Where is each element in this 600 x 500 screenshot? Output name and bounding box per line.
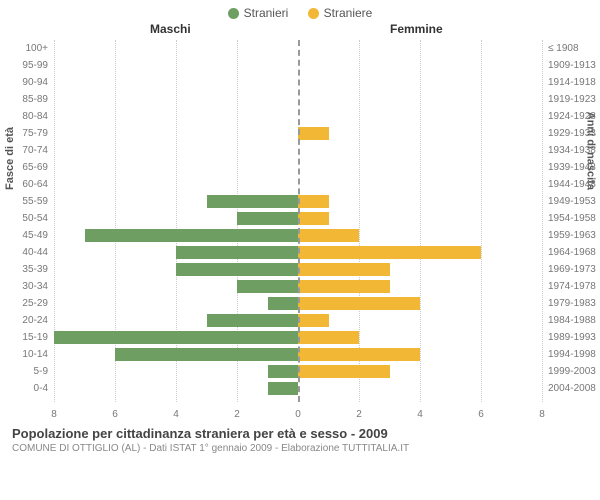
x-tick-label: 0	[295, 409, 301, 420]
bar-female	[298, 229, 359, 242]
age-label: 95-99	[22, 57, 54, 74]
birth-year-label: 1994-1998	[542, 346, 596, 363]
age-label: 40-44	[22, 244, 54, 261]
bar-female	[298, 365, 390, 378]
age-label: 60-64	[22, 176, 54, 193]
birth-year-label: 1959-1963	[542, 227, 596, 244]
age-label: 100+	[25, 40, 54, 57]
circle-icon	[308, 8, 319, 19]
age-label: 55-59	[22, 193, 54, 210]
age-label: 15-19	[22, 329, 54, 346]
x-tick-label: 2	[234, 409, 240, 420]
age-label: 0-4	[34, 380, 54, 397]
x-tick-label: 4	[417, 409, 423, 420]
age-label: 50-54	[22, 210, 54, 227]
bar-male	[207, 314, 299, 327]
age-label: 30-34	[22, 278, 54, 295]
age-label: 75-79	[22, 125, 54, 142]
bar-male	[85, 229, 299, 242]
legend-male: Stranieri	[228, 6, 289, 20]
bar-male	[176, 263, 298, 276]
birth-year-label: 1939-1943	[542, 159, 596, 176]
header-female: Femmine	[390, 22, 443, 36]
bar-male	[237, 280, 298, 293]
bar-female	[298, 331, 359, 344]
circle-icon	[228, 8, 239, 19]
age-label: 90-94	[22, 74, 54, 91]
x-tick-label: 6	[478, 409, 484, 420]
birth-year-label: 1969-1973	[542, 261, 596, 278]
age-label: 70-74	[22, 142, 54, 159]
bar-male	[237, 212, 298, 225]
birth-year-label: 1934-1938	[542, 142, 596, 159]
age-label: 25-29	[22, 295, 54, 312]
birth-year-label: 1964-1968	[542, 244, 596, 261]
chart-subtitle: COMUNE DI OTTIGLIO (AL) - Dati ISTAT 1° …	[12, 443, 588, 454]
birth-year-label: 1954-1958	[542, 210, 596, 227]
x-tick-label: 2	[356, 409, 362, 420]
x-tick-label: 8	[539, 409, 545, 420]
bar-female	[298, 127, 329, 140]
birth-year-label: 1914-1918	[542, 74, 596, 91]
x-tick-label: 6	[112, 409, 118, 420]
birth-year-label: 2004-2008	[542, 380, 596, 397]
age-label: 20-24	[22, 312, 54, 329]
birth-year-label: 1944-1948	[542, 176, 596, 193]
birth-year-label: 1909-1913	[542, 57, 596, 74]
bar-female	[298, 280, 390, 293]
birth-year-label: 1949-1953	[542, 193, 596, 210]
age-label: 45-49	[22, 227, 54, 244]
bar-male	[268, 297, 299, 310]
age-label: 85-89	[22, 91, 54, 108]
bar-male	[176, 246, 298, 259]
age-label: 10-14	[22, 346, 54, 363]
bar-male	[268, 382, 299, 395]
age-label: 65-69	[22, 159, 54, 176]
bar-male	[207, 195, 299, 208]
chart-title: Popolazione per cittadinanza straniera p…	[12, 426, 588, 441]
center-axis	[298, 40, 300, 402]
bar-female	[298, 297, 420, 310]
y-axis-title-left: Fasce di età	[4, 127, 16, 190]
birth-year-label: 1924-1928	[542, 108, 596, 125]
birth-year-label: 1929-1933	[542, 125, 596, 142]
bar-female	[298, 246, 481, 259]
legend-male-label: Stranieri	[244, 6, 289, 20]
age-label: 80-84	[22, 108, 54, 125]
plot-area: 864202468100+≤ 190895-991909-191390-9419…	[54, 40, 542, 420]
bar-male	[115, 348, 298, 361]
birth-year-label: 1919-1923	[542, 91, 596, 108]
birth-year-label: 1984-1988	[542, 312, 596, 329]
bar-female	[298, 195, 329, 208]
bar-male	[54, 331, 298, 344]
birth-year-label: 1999-2003	[542, 363, 596, 380]
age-label: 5-9	[34, 363, 54, 380]
bar-female	[298, 314, 329, 327]
bar-female	[298, 212, 329, 225]
bar-female	[298, 348, 420, 361]
age-label: 35-39	[22, 261, 54, 278]
population-pyramid-chart: Stranieri Straniere Maschi Femmine Fasce…	[0, 0, 600, 500]
x-tick-label: 4	[173, 409, 179, 420]
header-male: Maschi	[150, 22, 191, 36]
legend-female: Straniere	[308, 6, 373, 20]
chart-footer: Popolazione per cittadinanza straniera p…	[0, 420, 600, 454]
birth-year-label: 1989-1993	[542, 329, 596, 346]
birth-year-label: 1979-1983	[542, 295, 596, 312]
birth-year-label: ≤ 1908	[542, 40, 579, 57]
bar-male	[268, 365, 299, 378]
column-headers: Maschi Femmine	[0, 22, 600, 40]
legend: Stranieri Straniere	[0, 0, 600, 22]
x-tick-label: 8	[51, 409, 57, 420]
bar-female	[298, 263, 390, 276]
legend-female-label: Straniere	[324, 6, 373, 20]
birth-year-label: 1974-1978	[542, 278, 596, 295]
